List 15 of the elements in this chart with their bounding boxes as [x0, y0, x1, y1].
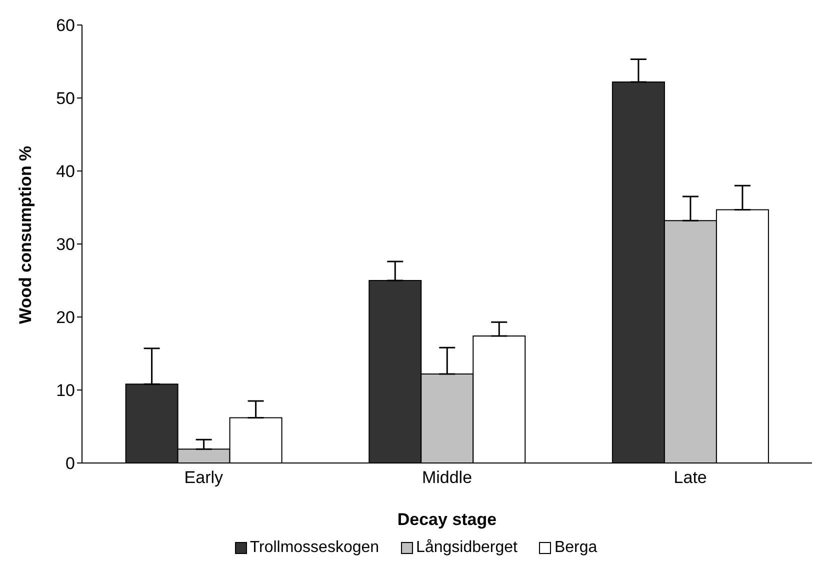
y-tick-label: 60 — [56, 16, 75, 36]
x-tick-label: Middle — [422, 468, 472, 488]
y-tick-label: 10 — [56, 381, 75, 400]
x-axis-title: Decay stage — [397, 510, 497, 529]
legend-label: Trollmosseskogen — [248, 539, 380, 557]
y-tick-label: 50 — [56, 89, 75, 108]
legend-label: Långsidberget — [415, 539, 518, 557]
legend-label: Berga — [553, 539, 598, 557]
y-axis-title: Wood consumption % — [16, 146, 36, 324]
x-tick-label: Late — [674, 468, 707, 488]
y-tick-label: 20 — [56, 308, 75, 328]
y-tick-label: 40 — [56, 162, 75, 182]
y-tick-label: 30 — [56, 235, 75, 254]
x-tick-label: Early — [184, 468, 224, 488]
y-tick-label: 0 — [66, 454, 75, 474]
